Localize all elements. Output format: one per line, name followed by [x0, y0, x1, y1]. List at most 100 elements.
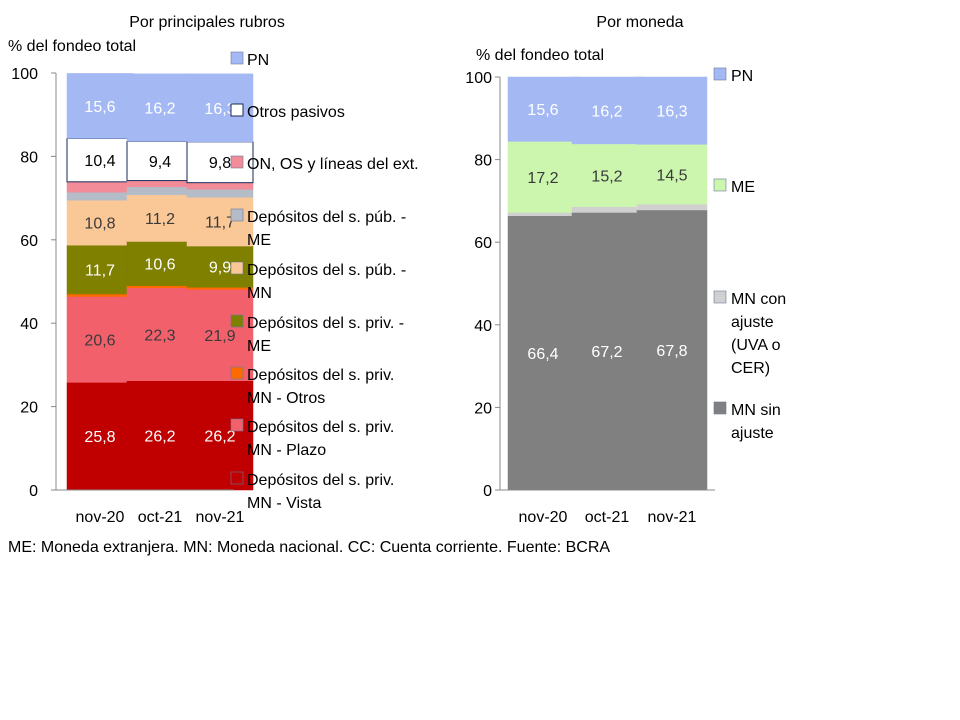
y-tick-label: 100: [465, 70, 492, 87]
chart-rubros: Por principales rubros % del fondeo total…: [8, 14, 419, 526]
bar-depositos-del-s-pub-me-nov-21: [186, 189, 254, 198]
bar-depositos-del-s-priv-mn-otros-nov-20: [66, 293, 134, 297]
y-tick-label: 20: [20, 400, 38, 417]
data-label-depositos-del-s-priv-me-oct-21: 10,6: [144, 257, 175, 274]
data-label-otros-pasivos-nov-20: 10,4: [84, 153, 115, 170]
y-tick-label: 0: [483, 483, 492, 500]
y-tick-label: 80: [20, 149, 38, 166]
y-tick-label: 20: [474, 400, 492, 417]
data-label-depositos-del-s-priv-me-nov-21: 9,9: [209, 260, 231, 277]
bar-on-os-y-lineas-del-ext-nov-20: [66, 181, 134, 193]
x-tick-label-nov-21: nov-21: [196, 509, 245, 526]
bar-mn-sin-ajuste-oct-21: [571, 212, 643, 491]
y-tick-label: 100: [11, 66, 38, 83]
legend-item-depositos-del-s-pub-me: Depósitos del s. púb. -ME: [230, 208, 406, 249]
bar-otros-pasivos-oct-21: [126, 140, 194, 182]
bar-me-nov-21: [636, 144, 708, 205]
bar-depositos-del-s-priv-mn-otros-nov-21: [186, 287, 254, 290]
legend-label: Depósitos del s. priv. MN - Otros: [247, 367, 394, 407]
bar-depositos-del-s-pub-mn-oct-21: [126, 194, 194, 242]
bar-depositos-del-s-pub-mn-nov-21: [186, 197, 254, 247]
data-label-pn-nov-21: 16,3: [204, 101, 235, 118]
legend-swatch: [230, 51, 244, 65]
legend-label: Depósitos del s. priv. MN - Plazo: [247, 419, 394, 459]
legend-swatch: [230, 314, 244, 328]
bar-pn-nov-20: [66, 73, 134, 139]
legend-item-otros-pasivos: Otros pasivos: [230, 103, 345, 121]
legend-label: PN: [247, 52, 269, 69]
bar-me-oct-21: [571, 143, 643, 207]
x-tick-label-oct-21: oct-21: [585, 509, 630, 526]
data-label-depositos-del-s-pub-mn-nov-21: 11,7: [205, 215, 235, 232]
chart-title: Por principales rubros: [129, 14, 285, 31]
bar-depositos-del-s-pub-me-oct-21: [126, 186, 194, 196]
legend-item-depositos-del-s-priv-mn-otros: Depósitos del s. priv. MN - Otros: [230, 366, 394, 407]
data-label-mn-sin-ajuste-oct-21: 67,2: [591, 344, 622, 361]
data-label-depositos-del-s-priv-mn-vista-nov-20: 25,8: [84, 429, 115, 446]
legend-item-pn: PN: [713, 67, 753, 85]
legend-item-depositos-del-s-priv-mn-plazo: Depósitos del s. priv. MN - Plazo: [230, 418, 394, 459]
data-label-pn-oct-21: 16,2: [144, 101, 175, 118]
data-label-depositos-del-s-pub-mn-nov-20: 10,8: [84, 216, 115, 233]
bar-depositos-del-s-priv-me-oct-21: [126, 241, 194, 286]
bar-depositos-del-s-pub-me-nov-20: [66, 192, 134, 201]
bar-me-nov-20: [507, 141, 579, 213]
legend-swatch: [230, 261, 244, 275]
bar-pn-nov-21: [636, 76, 708, 145]
legend-label: Depósitos del s. púb. -ME: [247, 209, 406, 249]
data-label-pn-oct-21: 16,2: [591, 103, 622, 120]
data-label-depositos-del-s-priv-mn-vista-nov-21: 26,2: [204, 428, 235, 445]
bar-depositos-del-s-priv-me-nov-20: [66, 244, 134, 295]
legend-label: Otros pasivos: [247, 104, 345, 121]
y-tick-label: 60: [20, 233, 38, 250]
bar-on-os-y-lineas-del-ext-oct-21: [126, 180, 194, 188]
y-tick-label: 80: [474, 153, 492, 170]
y-tick-label: 40: [474, 318, 492, 335]
data-label-me-nov-21: 14,5: [656, 167, 687, 184]
legend-label: ME: [731, 179, 755, 196]
legend-label: MN con ajuste (UVA o CER): [731, 291, 786, 377]
data-label-pn-nov-21: 16,3: [656, 104, 687, 121]
legend-swatch: [713, 67, 727, 81]
bar-depositos-del-s-priv-mn-vista-oct-21: [126, 380, 194, 491]
y-axis-label: % del fondeo total: [8, 38, 136, 55]
bar-depositos-del-s-priv-mn-plazo-nov-20: [66, 296, 134, 383]
bar-mn-sin-ajuste-nov-20: [507, 215, 579, 491]
data-label-depositos-del-s-priv-mn-plazo-nov-20: 20,6: [84, 332, 115, 349]
legend-item-on-os-y-lineas-del-ext: ON, OS y líneas del ext.: [230, 155, 419, 173]
data-label-depositos-del-s-priv-mn-vista-oct-21: 26,2: [144, 428, 175, 445]
data-label-depositos-del-s-pub-mn-oct-21: 11,2: [145, 211, 175, 228]
chart-title: Por moneda: [596, 14, 683, 31]
legend-label: Depósitos del s. priv. -ME: [247, 315, 404, 355]
legend-swatch: [230, 208, 244, 222]
legend-swatch: [230, 155, 244, 169]
bar-depositos-del-s-pub-mn-nov-20: [66, 199, 134, 246]
legend-item-me: ME: [713, 178, 755, 196]
data-label-otros-pasivos-oct-21: 9,4: [149, 154, 171, 171]
legend-swatch: [230, 418, 244, 432]
data-label-depositos-del-s-priv-mn-plazo-nov-21: 21,9: [204, 328, 235, 345]
x-tick-label-oct-21: oct-21: [138, 509, 183, 526]
data-label-me-oct-21: 15,2: [591, 168, 622, 185]
data-label-me-nov-20: 17,2: [527, 170, 558, 187]
legend-label: Depósitos del s. púb. -MN: [247, 262, 406, 302]
legend-label: ON, OS y líneas del ext.: [247, 156, 419, 173]
bar-depositos-del-s-priv-mn-plazo-nov-21: [186, 289, 254, 381]
legend-moneda: PN ME MN con ajuste (UVA o CER) MN sin ajuste: [713, 67, 786, 442]
legend-swatch: [230, 366, 244, 380]
legend-swatch: [713, 178, 727, 192]
legend-item-pn: PN: [230, 51, 269, 69]
data-label-pn-nov-20: 15,6: [84, 99, 115, 116]
legend-item-depositos-del-s-priv-mn-vista: Depósitos del s. priv. MN - Vista: [230, 471, 394, 512]
legend-rubros: PN Otros pasivos ON, OS y líneas del ext. D…: [230, 51, 419, 512]
legend-swatch: [230, 103, 244, 117]
legend-swatch: [713, 290, 727, 304]
legend-label: MN sin ajuste: [731, 402, 781, 442]
y-tick-label: 60: [474, 235, 492, 252]
bar-depositos-del-s-priv-mn-otros-oct-21: [126, 285, 194, 289]
legend-label: Depósitos del s. priv. MN - Vista: [247, 472, 394, 512]
x-tick-label-nov-21: nov-21: [648, 509, 697, 526]
data-label-depositos-del-s-priv-me-nov-20: 11,7: [85, 263, 115, 280]
legend-label: PN: [731, 68, 753, 85]
bar-mn-sin-ajuste-nov-21: [636, 209, 708, 491]
